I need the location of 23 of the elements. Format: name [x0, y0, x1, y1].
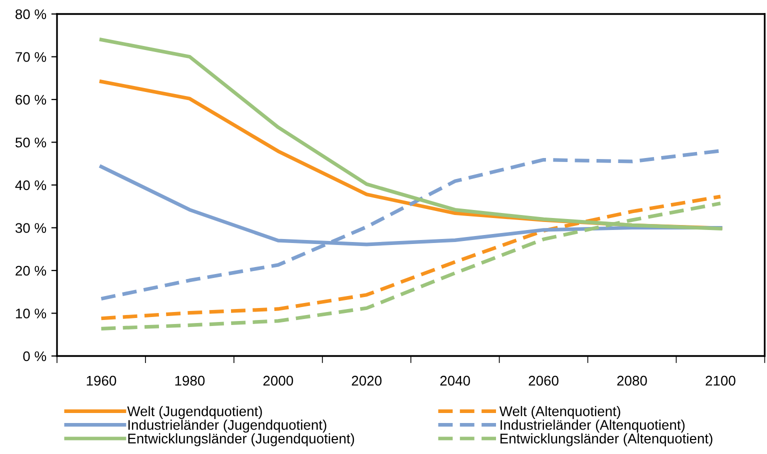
x-tick-label: 2040: [440, 376, 470, 386]
y-tick-label: 10 %: [16, 308, 46, 318]
legend-label: Entwicklungsländer (Altenquotient): [500, 433, 712, 446]
legend-label: Welt (Jugendquotient): [127, 406, 262, 419]
x-tick-label: 1980: [175, 376, 205, 386]
y-tick-label: 60 %: [16, 94, 46, 105]
y-tick-label: 70 %: [16, 52, 46, 62]
y-tick-label: 80 %: [16, 9, 46, 20]
y-tick-label: 50 %: [15, 138, 46, 148]
x-tick-label: 2000: [263, 376, 294, 386]
x-tick-label: 2080: [617, 376, 647, 386]
x-tick-label: 2060: [528, 376, 558, 386]
y-tick-label: 30 %: [15, 223, 46, 233]
y-tick-label: 40 %: [15, 180, 46, 190]
legend-label: Industrieländer (Altenquotient): [500, 420, 685, 433]
legend-label: Industrieländer (Jugendquotient): [128, 420, 326, 433]
legend-label: Entwicklungsländer (Jugendquotient): [128, 433, 354, 446]
x-tick-label: 2020: [352, 376, 382, 386]
legend-label: Welt (Altenquotient): [499, 406, 620, 419]
x-tick-label: 1960: [86, 376, 116, 386]
x-tick-label: 2100: [706, 376, 736, 386]
y-tick-label: 0 %: [23, 351, 46, 362]
y-tick-label: 20 %: [16, 266, 46, 276]
